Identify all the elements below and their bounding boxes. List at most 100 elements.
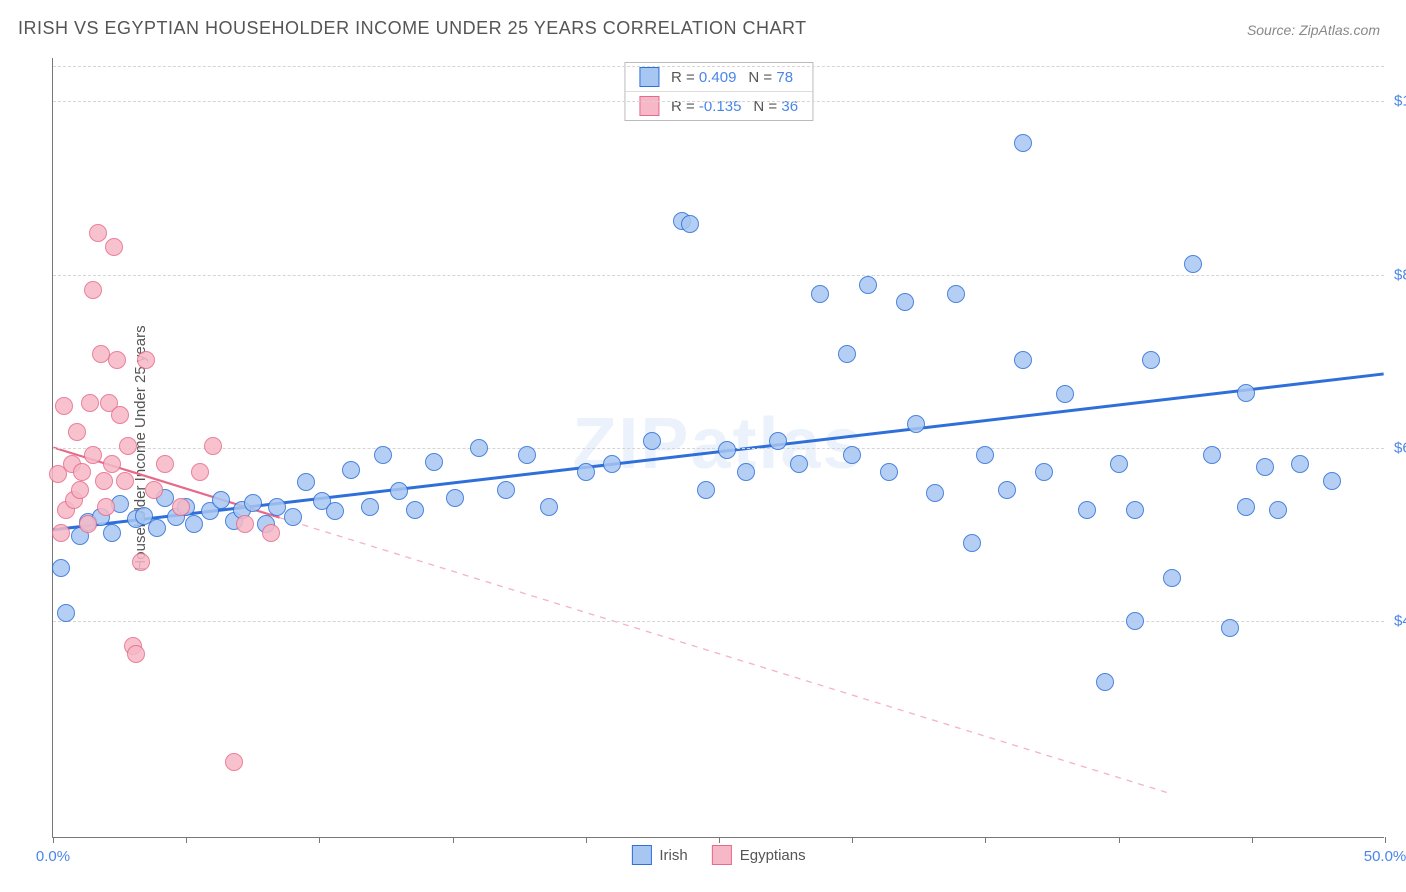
point-irish [643,432,661,450]
point-irish [446,489,464,507]
source-attribution: Source: ZipAtlas.com [1247,22,1380,38]
point-irish [326,502,344,520]
y-tick-label: $60,000 [1394,440,1406,457]
point-irish [880,463,898,481]
point-irish [1203,446,1221,464]
point-irish [947,285,965,303]
point-egyptians [84,446,102,464]
x-tick [453,837,454,843]
point-irish [1323,472,1341,490]
point-irish [718,441,736,459]
gridline [53,275,1384,276]
x-tick [852,837,853,843]
gridline [53,66,1384,67]
point-egyptians [111,406,129,424]
point-egyptians [79,515,97,533]
point-egyptians [132,553,150,571]
point-irish [1110,455,1128,473]
legend-item-irish: Irish [631,845,687,865]
point-egyptians [137,351,155,369]
point-irish [1014,351,1032,369]
point-irish [1163,569,1181,587]
point-irish [681,215,699,233]
point-irish [1237,384,1255,402]
x-tick [1119,837,1120,843]
point-irish [361,498,379,516]
x-tick [186,837,187,843]
legend-label-egyptians: Egyptians [740,847,806,864]
point-egyptians [191,463,209,481]
swatch-irish [639,67,659,87]
point-irish [1126,501,1144,519]
point-egyptians [95,472,113,490]
point-egyptians [108,351,126,369]
gridline [53,101,1384,102]
point-irish [1142,351,1160,369]
point-irish [148,519,166,537]
point-egyptians [73,463,91,481]
point-irish [284,508,302,526]
point-irish [390,482,408,500]
y-tick-label: $80,000 [1394,266,1406,283]
point-irish [268,498,286,516]
y-tick-label: $100,000 [1394,93,1406,110]
point-egyptians [84,281,102,299]
point-irish [185,515,203,533]
x-tick [586,837,587,843]
x-tick-label: 0.0% [36,848,70,865]
point-irish [790,455,808,473]
point-irish [103,524,121,542]
point-irish [896,293,914,311]
point-irish [843,446,861,464]
x-tick [985,837,986,843]
point-egyptians [225,753,243,771]
point-irish [518,446,536,464]
point-irish [859,276,877,294]
point-egyptians [68,423,86,441]
watermark-text: ZIPatlas [572,402,864,484]
point-irish [1126,612,1144,630]
point-irish [976,446,994,464]
point-irish [497,481,515,499]
point-irish [57,604,75,622]
y-tick-label: $40,000 [1394,613,1406,630]
point-egyptians [52,524,70,542]
gridline [53,621,1384,622]
point-egyptians [145,481,163,499]
point-irish [1035,463,1053,481]
egyptians-r-value: -0.135 [699,98,742,115]
point-irish [244,494,262,512]
point-irish [470,439,488,457]
plot-area: Householder Income Under 25 years ZIPatl… [52,58,1384,838]
legend-swatch-irish [631,845,651,865]
point-irish [1291,455,1309,473]
point-irish [425,453,443,471]
point-egyptians [105,238,123,256]
x-tick [1252,837,1253,843]
x-tick [319,837,320,843]
point-egyptians [156,455,174,473]
point-irish [297,473,315,491]
point-irish [769,432,787,450]
swatch-egyptians [639,96,659,116]
point-irish [1096,673,1114,691]
point-egyptians [119,437,137,455]
point-irish [1256,458,1274,476]
irish-r-value: 0.409 [699,69,737,86]
correlation-legend: R = 0.409 N = 78 R = -0.135 N = 36 [624,62,813,121]
point-irish [603,455,621,473]
legend-row-irish: R = 0.409 N = 78 [625,63,812,92]
series-legend: Irish Egyptians [631,845,805,865]
point-egyptians [81,394,99,412]
point-irish [1221,619,1239,637]
point-egyptians [172,498,190,516]
x-tick [1385,837,1386,843]
chart-title: IRISH VS EGYPTIAN HOUSEHOLDER INCOME UND… [18,18,807,39]
legend-swatch-egyptians [712,845,732,865]
point-irish [1056,385,1074,403]
x-tick [719,837,720,843]
point-egyptians [71,481,89,499]
point-irish [52,559,70,577]
point-irish [212,491,230,509]
point-irish [926,484,944,502]
